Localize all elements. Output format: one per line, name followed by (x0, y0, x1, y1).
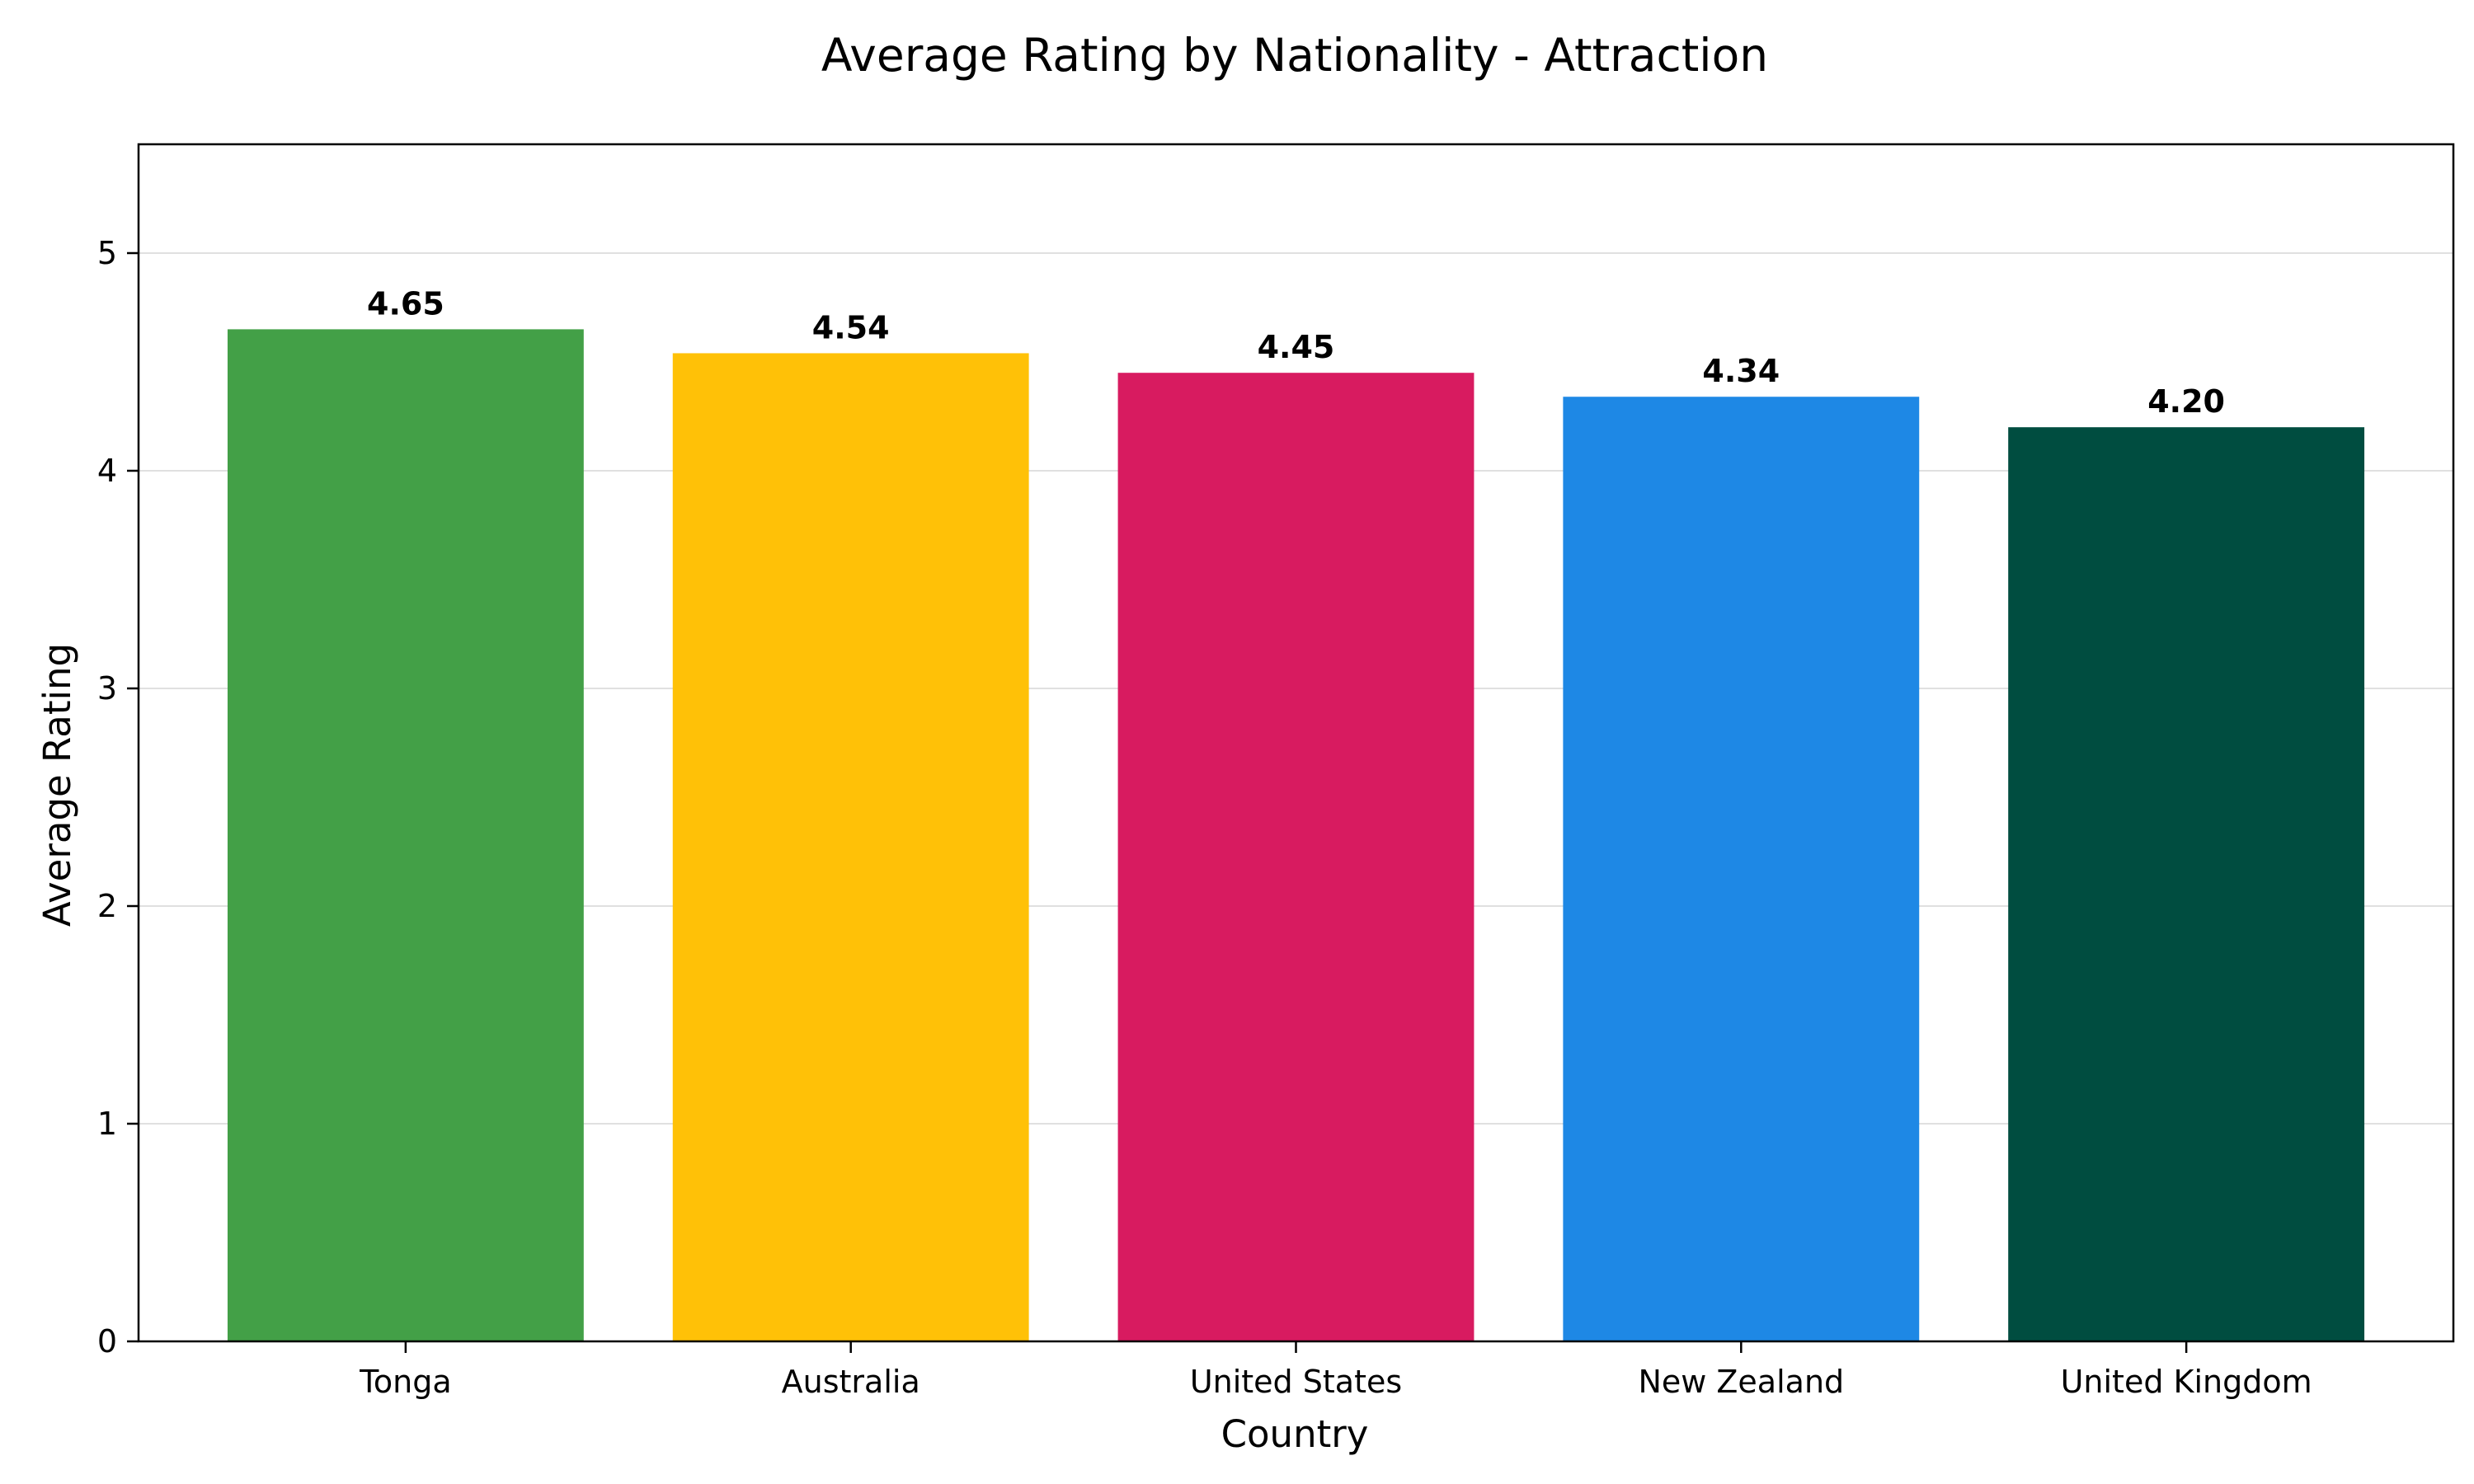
y-axis-ticks: 0 1 2 3 4 5 (97, 235, 139, 1360)
bar-united-states (1117, 373, 1475, 1342)
chart-title: Average Rating by Nationality - Attracti… (821, 29, 1768, 82)
y-tick-label: 2 (97, 888, 117, 924)
x-tick-label: United Kingdom (2061, 1364, 2312, 1400)
y-tick-label: 1 (97, 1106, 117, 1142)
y-tick-label: 0 (97, 1323, 117, 1360)
x-tick-label: United States (1190, 1364, 1402, 1400)
y-tick-label: 3 (97, 670, 117, 707)
data-label: 4.34 (1702, 353, 1780, 389)
bar-united-kingdom (2008, 427, 2365, 1342)
data-label: 4.45 (1258, 329, 1335, 365)
y-tick-label: 4 (97, 453, 117, 489)
x-axis-label: Country (1221, 1412, 1369, 1456)
bar-australia (672, 353, 1029, 1342)
data-label: 4.20 (2147, 383, 2225, 420)
x-tick-label: Australia (782, 1364, 920, 1400)
bars (227, 329, 2365, 1342)
bar-new-zealand (1563, 397, 1920, 1341)
x-axis-ticks: Tonga Australia United States New Zealand Un… (359, 1341, 2312, 1400)
y-axis-label: Average Rating (35, 643, 79, 927)
data-labels: 4.65 4.54 4.45 4.34 4.20 (367, 285, 2225, 420)
bar-tonga (227, 329, 584, 1341)
data-label: 4.65 (367, 285, 444, 322)
y-tick-label: 5 (97, 235, 117, 271)
x-tick-label: New Zealand (1638, 1364, 1844, 1400)
data-label: 4.54 (812, 309, 890, 345)
x-tick-label: Tonga (359, 1364, 452, 1400)
